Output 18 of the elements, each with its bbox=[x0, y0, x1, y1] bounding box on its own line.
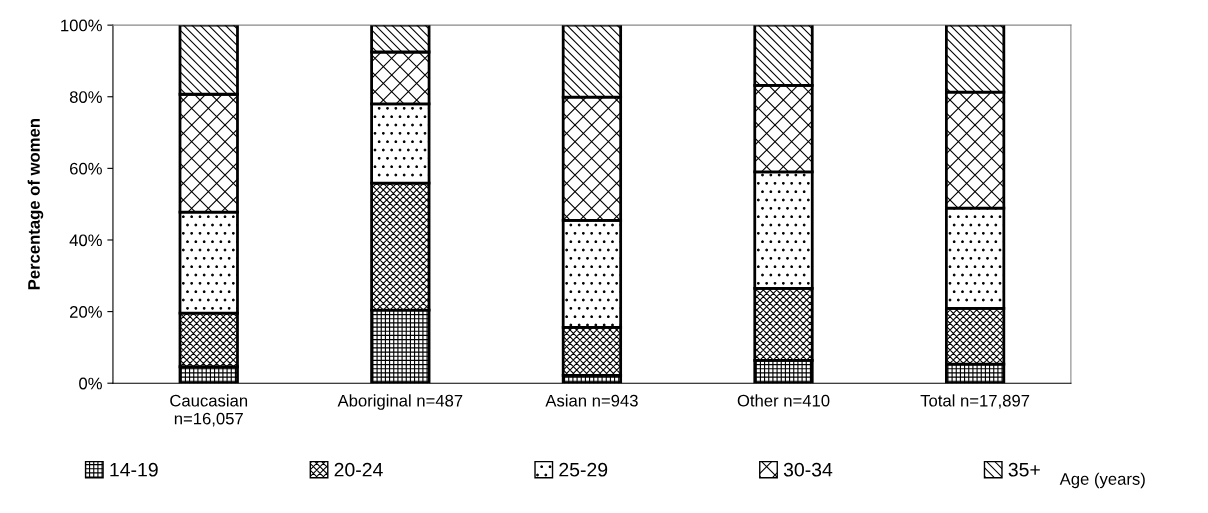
x-tick-label: Other n=410 bbox=[737, 394, 830, 407]
legend-label: 35+ bbox=[1008, 462, 1040, 477]
legend-label: 30-34 bbox=[783, 462, 833, 477]
x-tick-label: Aboriginal n=487 bbox=[337, 394, 463, 410]
y-tick-label: 80% bbox=[69, 91, 102, 103]
legend-label: 14-19 bbox=[110, 462, 158, 477]
legend-title: Age (years) bbox=[1059, 472, 1145, 489]
y-tick-label: 0% bbox=[79, 377, 102, 390]
x-tick-label: Caucasian n=16,057 bbox=[170, 394, 248, 427]
y-tick-label: 20% bbox=[70, 306, 102, 318]
legend-label: 25-29 bbox=[559, 462, 608, 477]
y-tick-label: 40% bbox=[69, 234, 102, 247]
y-tick-label: 60% bbox=[70, 162, 102, 175]
legend-label: 20-24 bbox=[334, 462, 383, 477]
x-tick-label: Asian n=943 bbox=[545, 394, 638, 407]
x-tick-label: Total n=17,897 bbox=[920, 394, 1030, 409]
y-tick-label: 100% bbox=[61, 19, 102, 32]
y-axis-title: Percentage of women bbox=[27, 119, 44, 290]
